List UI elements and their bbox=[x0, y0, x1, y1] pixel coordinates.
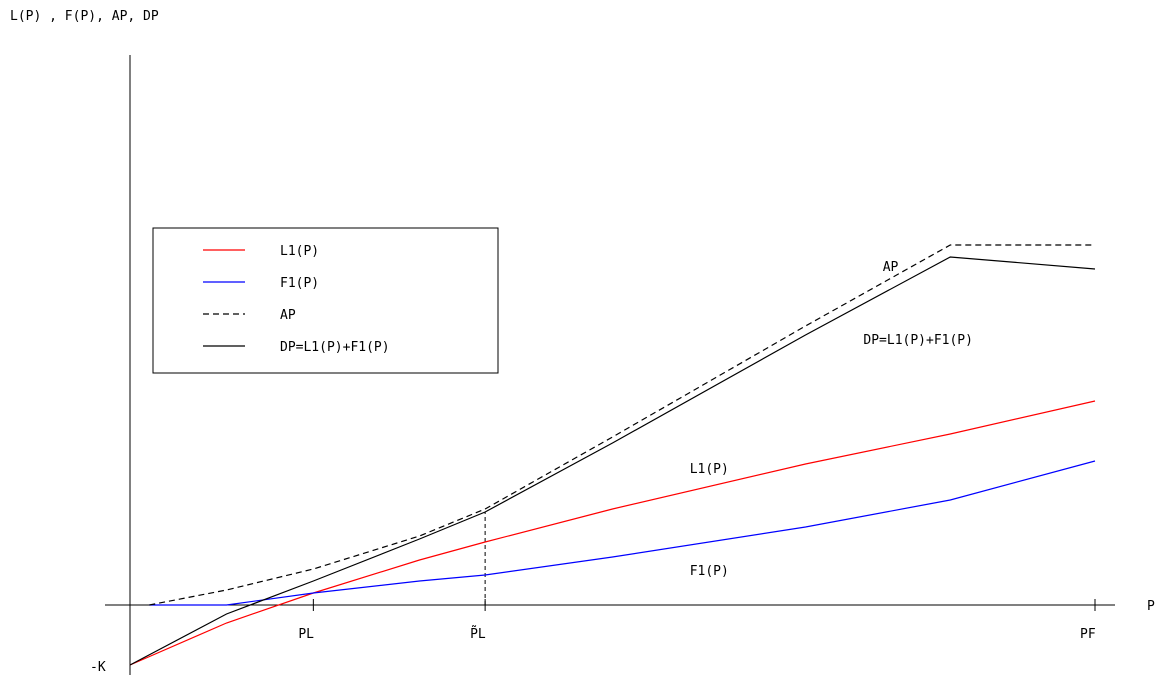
annotation-0: AP bbox=[883, 260, 899, 275]
x-tick-label-0: PL bbox=[298, 627, 314, 642]
series-line-3 bbox=[129, 256, 1096, 666]
legend-label-3: DP=L1(P)+F1(P) bbox=[280, 340, 390, 355]
series-line-0 bbox=[129, 400, 1096, 666]
legend: L1(P) F1(P) AP DP=L1(P)+F1(P) bbox=[152, 227, 499, 374]
x-tick-label-1: P̃L bbox=[470, 626, 486, 642]
annotation-3: F1(P) bbox=[690, 564, 729, 579]
y-axis-label: L(P) , F(P), AP, DP bbox=[10, 9, 159, 24]
series-line-1 bbox=[149, 460, 1096, 606]
legend-label-2: AP bbox=[280, 308, 296, 323]
plot-area: P PL P̃L PF -K AP DP=L1(P)+F1(P) L1(P) F1(P) bbox=[90, 55, 1155, 675]
annotation-2: L1(P) bbox=[690, 462, 729, 477]
x-axis-label: P bbox=[1147, 599, 1155, 614]
legend-label-0: L1(P) bbox=[280, 244, 319, 259]
series-line-2 bbox=[149, 244, 1095, 606]
legend-box bbox=[152, 227, 499, 374]
legend-label-1: F1(P) bbox=[280, 276, 319, 291]
x-tick-label-2: PF bbox=[1080, 627, 1096, 642]
annotation-1: DP=L1(P)+F1(P) bbox=[863, 333, 973, 348]
y-tick-label-0: -K bbox=[90, 660, 106, 675]
